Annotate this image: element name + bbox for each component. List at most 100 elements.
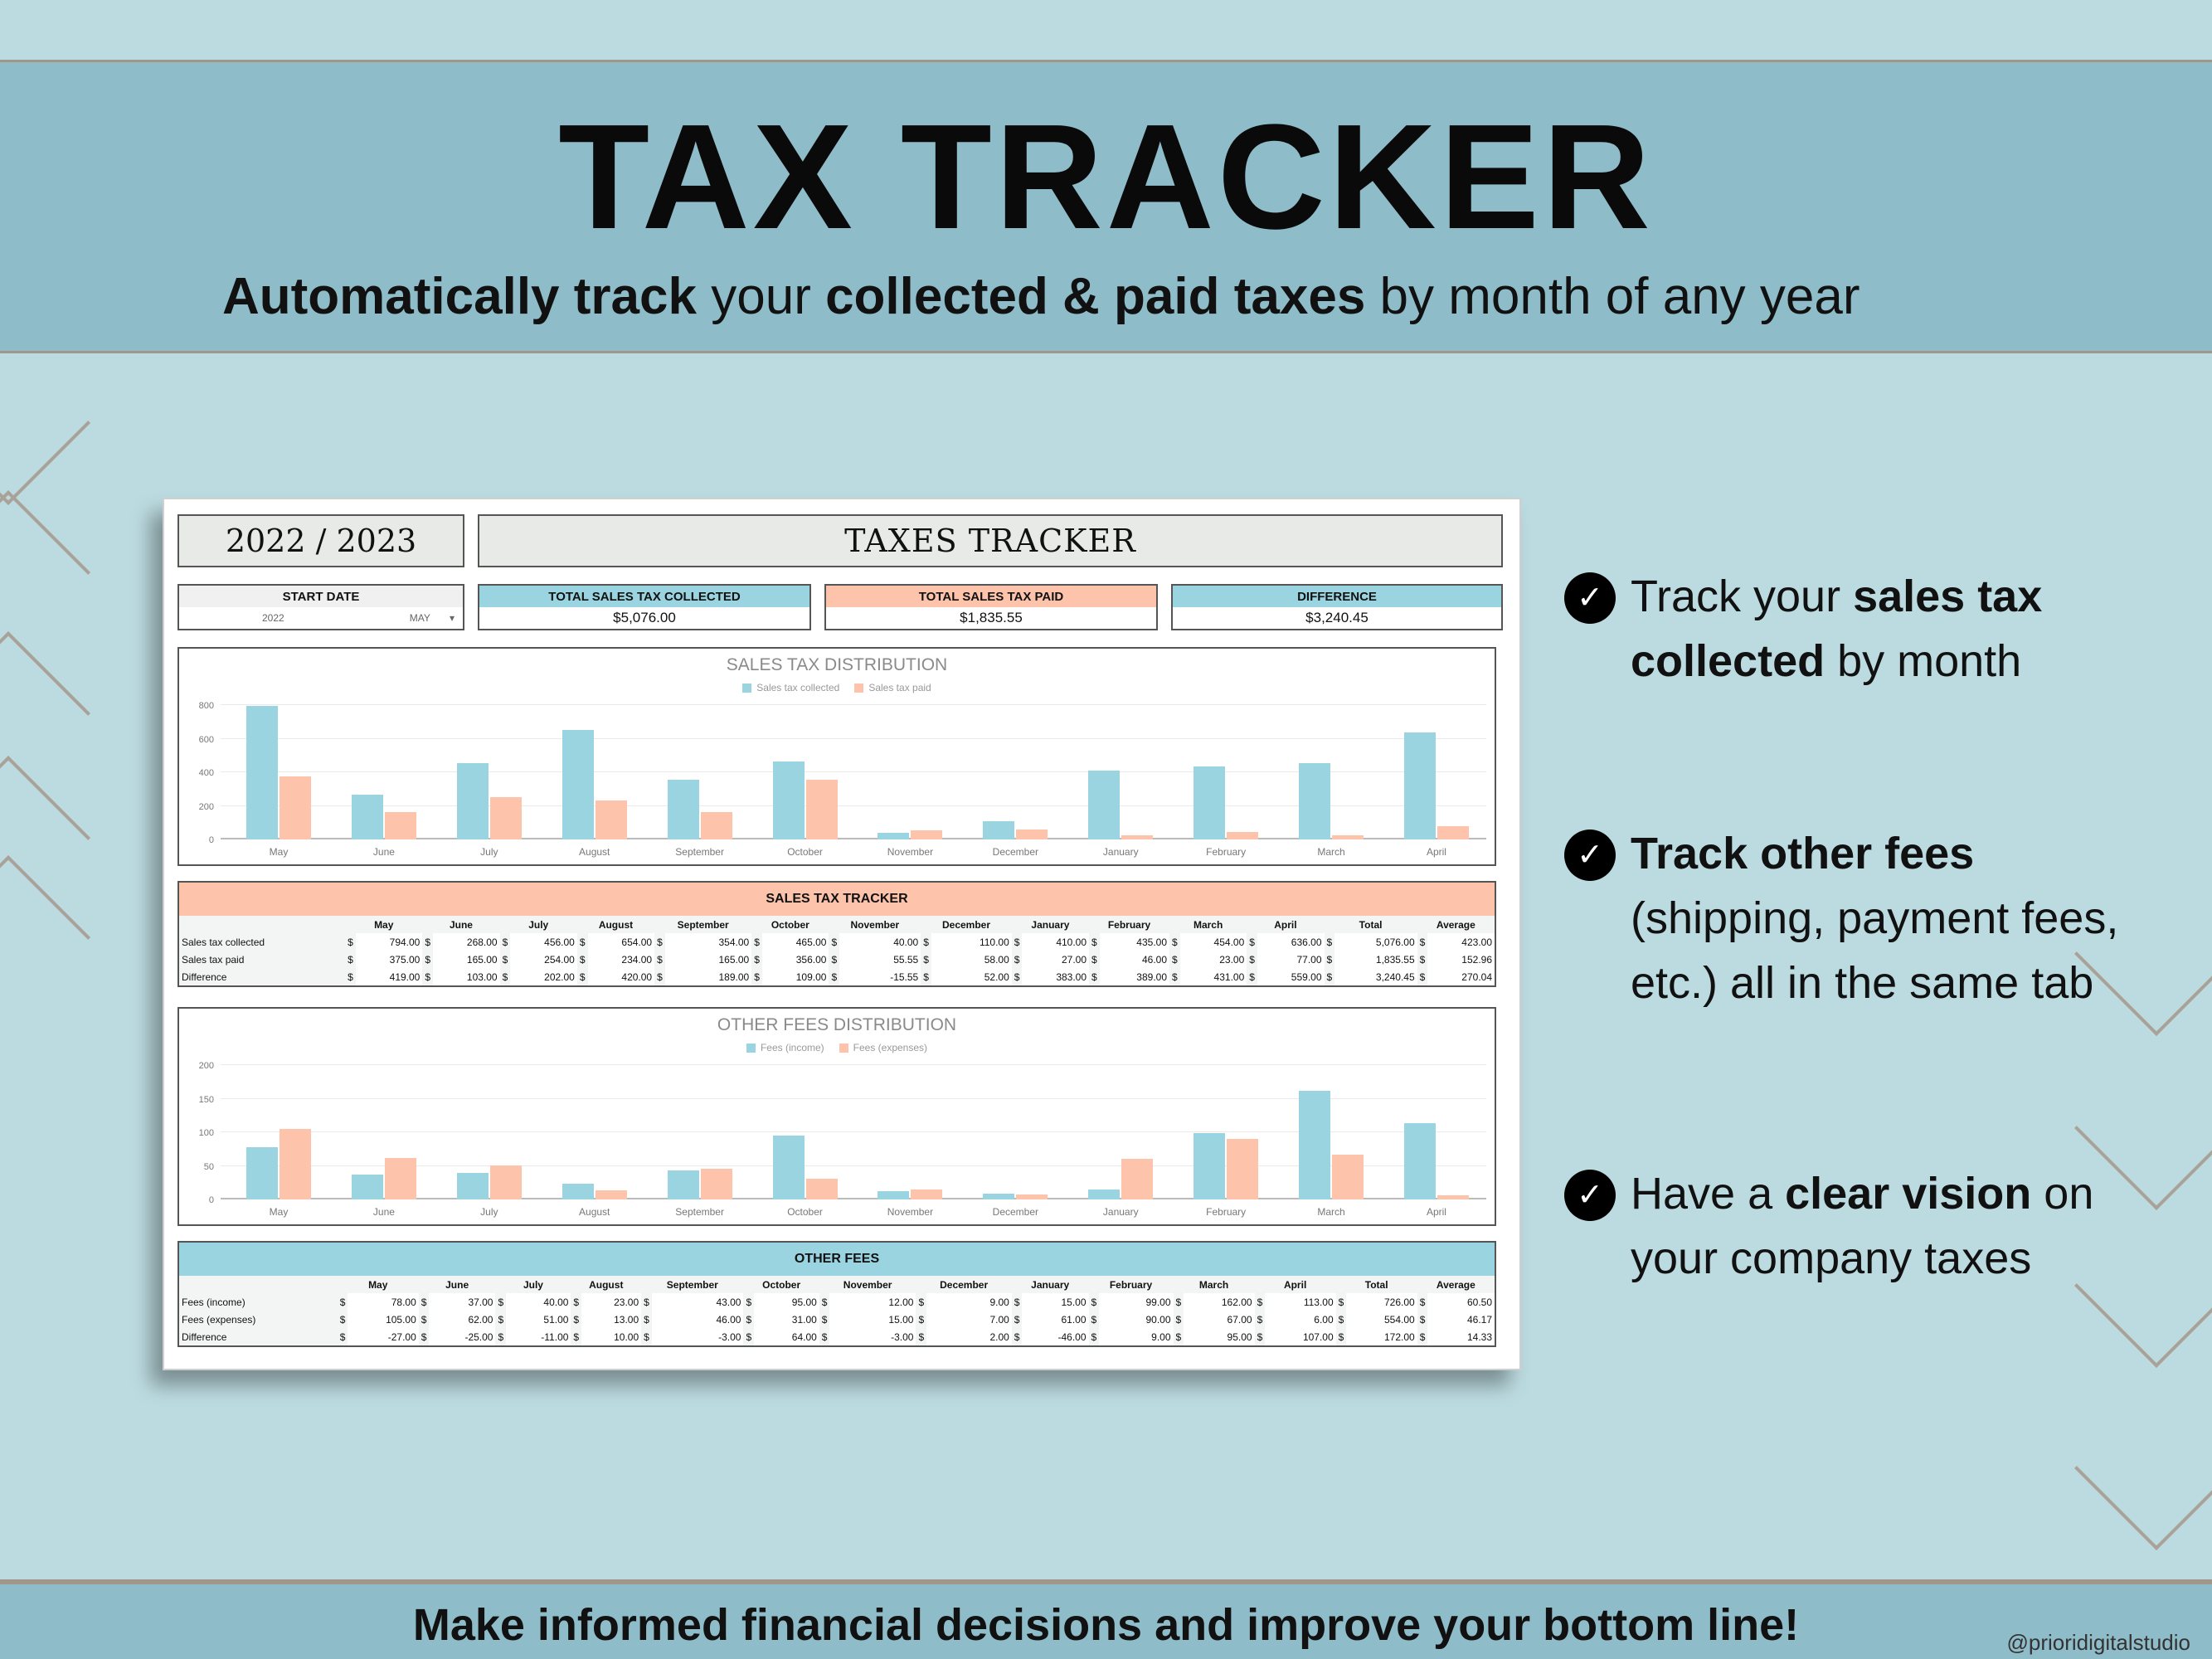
- cell-value[interactable]: 14.33: [1427, 1328, 1495, 1345]
- cell-value[interactable]: 636.00: [1257, 933, 1325, 951]
- bar-group: April: [1403, 705, 1470, 858]
- cell-value[interactable]: 234.00: [587, 951, 655, 968]
- cell-value[interactable]: 12.00: [829, 1293, 916, 1311]
- cell-value[interactable]: 389.00: [1099, 968, 1169, 985]
- cell-value[interactable]: 95.00: [1184, 1328, 1255, 1345]
- cell-value[interactable]: 3,240.45: [1334, 968, 1417, 985]
- bar: [489, 1165, 522, 1199]
- card-label: TOTAL SALES TAX PAID: [826, 586, 1156, 607]
- cell-value[interactable]: 375.00: [355, 951, 423, 968]
- cell-value[interactable]: 270.04: [1427, 968, 1495, 985]
- start-month-select[interactable]: MAY ▾: [409, 612, 455, 624]
- column-header: Average: [1417, 1276, 1495, 1293]
- cell-value[interactable]: 410.00: [1022, 933, 1090, 951]
- cell-value[interactable]: 189.00: [664, 968, 752, 985]
- cell-value[interactable]: 27.00: [1022, 951, 1090, 968]
- cell-value[interactable]: 46.00: [651, 1311, 744, 1328]
- cell-value[interactable]: 23.00: [581, 1293, 642, 1311]
- cell-value[interactable]: 6.00: [1265, 1311, 1336, 1328]
- cell-value[interactable]: 165.00: [664, 951, 752, 968]
- cell-value[interactable]: -25.00: [429, 1328, 496, 1345]
- cell-value[interactable]: -27.00: [348, 1328, 419, 1345]
- x-label: April: [1426, 846, 1446, 858]
- start-year-select[interactable]: 2022: [262, 612, 284, 624]
- cell-value[interactable]: 9.00: [1099, 1328, 1174, 1345]
- cell-value[interactable]: 31.00: [754, 1311, 819, 1328]
- cell-value[interactable]: 654.00: [587, 933, 655, 951]
- cell-value[interactable]: 99.00: [1099, 1293, 1174, 1311]
- cell-value[interactable]: 52.00: [931, 968, 1012, 985]
- cell-value[interactable]: 60.50: [1427, 1293, 1495, 1311]
- cell-value[interactable]: 162.00: [1184, 1293, 1255, 1311]
- cell-value[interactable]: 254.00: [510, 951, 577, 968]
- cell-value[interactable]: 77.00: [1257, 951, 1325, 968]
- cell-value[interactable]: 67.00: [1184, 1311, 1255, 1328]
- cell-value[interactable]: 2.00: [926, 1328, 1012, 1345]
- cell-value[interactable]: 419.00: [355, 968, 423, 985]
- cell-value[interactable]: 40.00: [839, 933, 921, 951]
- cell-value[interactable]: 10.00: [581, 1328, 642, 1345]
- cell-value[interactable]: 354.00: [664, 933, 752, 951]
- cell-value[interactable]: 43.00: [651, 1293, 744, 1311]
- cell-value[interactable]: 110.00: [931, 933, 1012, 951]
- cell-value[interactable]: 435.00: [1099, 933, 1169, 951]
- cell-value[interactable]: 58.00: [931, 951, 1012, 968]
- cell-value[interactable]: 172.00: [1346, 1328, 1417, 1345]
- cell-value[interactable]: 46.17: [1427, 1311, 1495, 1328]
- cell-value[interactable]: 559.00: [1257, 968, 1325, 985]
- y-tick: 0: [208, 835, 214, 845]
- cell-value[interactable]: 37.00: [429, 1293, 496, 1311]
- cell-value[interactable]: -11.00: [506, 1328, 571, 1345]
- bar: [1227, 831, 1259, 839]
- cell-value[interactable]: 5,076.00: [1334, 933, 1417, 951]
- total-collected-card: TOTAL SALES TAX COLLECTED $5,076.00: [478, 584, 811, 630]
- cell-value[interactable]: 165.00: [433, 951, 500, 968]
- cell-value[interactable]: 107.00: [1265, 1328, 1336, 1345]
- bar-group: October: [772, 1065, 839, 1218]
- cell-value[interactable]: 202.00: [510, 968, 577, 985]
- cell-value[interactable]: -3.00: [829, 1328, 916, 1345]
- cell-value[interactable]: 7.00: [926, 1311, 1012, 1328]
- cell-value[interactable]: 15.00: [829, 1311, 916, 1328]
- cell-value[interactable]: 90.00: [1099, 1311, 1174, 1328]
- cell-value[interactable]: 61.00: [1022, 1311, 1089, 1328]
- cell-value[interactable]: 726.00: [1346, 1293, 1417, 1311]
- cell-value[interactable]: 794.00: [355, 933, 423, 951]
- cell-value[interactable]: 23.00: [1179, 951, 1247, 968]
- feature-text: Track other fees (shipping, payment fees…: [1631, 829, 2119, 1008]
- cell-value[interactable]: 383.00: [1022, 968, 1090, 985]
- cell-value[interactable]: -46.00: [1022, 1328, 1089, 1345]
- cell-value[interactable]: 95.00: [754, 1293, 819, 1311]
- bar: [1332, 835, 1364, 839]
- cell-value[interactable]: 105.00: [348, 1311, 419, 1328]
- cell-value[interactable]: 109.00: [761, 968, 829, 985]
- cell-value[interactable]: 78.00: [348, 1293, 419, 1311]
- cell-value[interactable]: 431.00: [1179, 968, 1247, 985]
- start-date-card: START DATE 2022 MAY ▾: [177, 584, 464, 630]
- cell-value[interactable]: 13.00: [581, 1311, 642, 1328]
- cell-value[interactable]: 51.00: [506, 1311, 571, 1328]
- cell-value[interactable]: 103.00: [433, 968, 500, 985]
- cell-value[interactable]: 268.00: [433, 933, 500, 951]
- cell-value[interactable]: 64.00: [754, 1328, 819, 1345]
- cell-value[interactable]: 152.96: [1427, 951, 1495, 968]
- cell-value[interactable]: 113.00: [1265, 1293, 1336, 1311]
- cell-value[interactable]: 456.00: [510, 933, 577, 951]
- cell-value[interactable]: 454.00: [1179, 933, 1247, 951]
- cell-value[interactable]: 46.00: [1099, 951, 1169, 968]
- cell-value[interactable]: 554.00: [1346, 1311, 1417, 1328]
- cell-value[interactable]: 1,835.55: [1334, 951, 1417, 968]
- cell-value[interactable]: 9.00: [926, 1293, 1012, 1311]
- cell-value[interactable]: 15.00: [1022, 1293, 1089, 1311]
- cell-value[interactable]: 55.55: [839, 951, 921, 968]
- cell-value[interactable]: 423.00: [1427, 933, 1495, 951]
- cell-value[interactable]: 62.00: [429, 1311, 496, 1328]
- cell-value[interactable]: 465.00: [761, 933, 829, 951]
- cell-value[interactable]: 356.00: [761, 951, 829, 968]
- cell-value[interactable]: -15.55: [839, 968, 921, 985]
- cell-value[interactable]: -3.00: [651, 1328, 744, 1345]
- card-label: DIFFERENCE: [1173, 586, 1501, 607]
- column-header: November: [819, 1276, 916, 1293]
- cell-value[interactable]: 420.00: [587, 968, 655, 985]
- cell-value[interactable]: 40.00: [506, 1293, 571, 1311]
